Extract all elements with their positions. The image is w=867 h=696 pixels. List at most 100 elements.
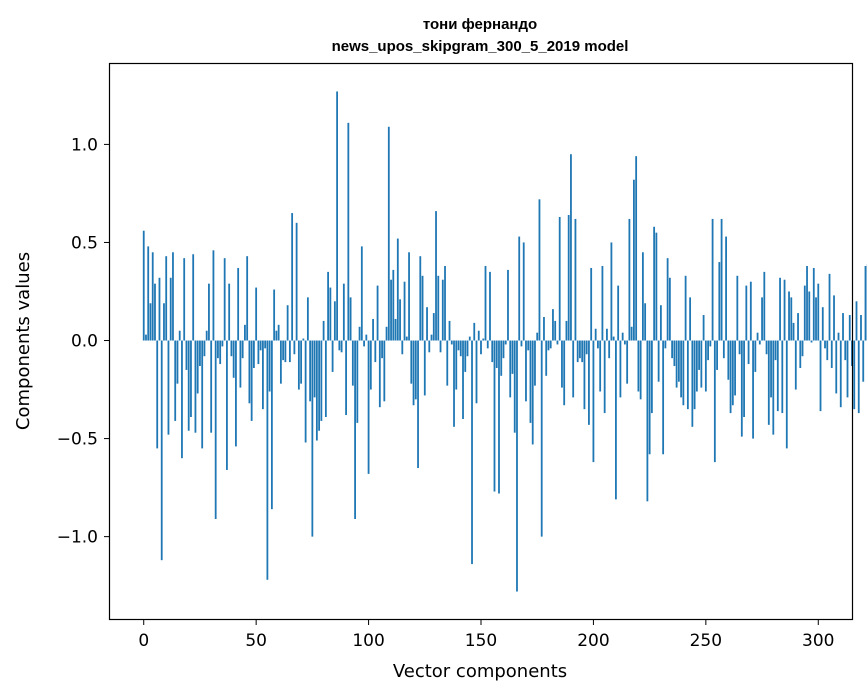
bar-29 bbox=[208, 283, 210, 341]
bar-199 bbox=[590, 267, 593, 341]
bar-222 bbox=[641, 252, 644, 341]
bar-211 bbox=[617, 285, 620, 341]
bar-139 bbox=[455, 340, 458, 390]
bar-35 bbox=[221, 340, 224, 347]
bar-321 bbox=[864, 266, 867, 341]
bar-288 bbox=[790, 297, 793, 341]
bar-230 bbox=[659, 305, 662, 341]
bar-129 bbox=[432, 313, 435, 341]
bar-212 bbox=[619, 340, 622, 398]
bar-252 bbox=[709, 340, 712, 347]
bar-7 bbox=[158, 277, 161, 341]
bar-249 bbox=[702, 315, 705, 341]
bar-250 bbox=[704, 340, 707, 392]
bar-40 bbox=[232, 340, 235, 378]
bar-269 bbox=[747, 340, 750, 365]
bar-167 bbox=[518, 236, 521, 341]
bar-236 bbox=[673, 340, 676, 367]
x-axis-ticks: 0 50 100 150 200 250 300 bbox=[138, 619, 834, 651]
bar-206 bbox=[606, 328, 608, 341]
plot-frame bbox=[108, 62, 854, 621]
bar-104 bbox=[376, 285, 379, 341]
bar-248 bbox=[700, 340, 703, 388]
chart-title-line1: тони фернандо bbox=[423, 16, 537, 33]
x-tick-label-300: 300 bbox=[802, 631, 834, 651]
bar-126 bbox=[426, 307, 428, 341]
bar-305 bbox=[828, 273, 831, 341]
bar-172 bbox=[529, 340, 532, 423]
bar-247 bbox=[698, 340, 700, 370]
bar-171 bbox=[527, 340, 530, 351]
bar-series bbox=[142, 91, 867, 592]
bar-183 bbox=[554, 320, 557, 341]
bar-165 bbox=[513, 340, 516, 433]
bar-16 bbox=[178, 330, 181, 341]
bar-297 bbox=[810, 340, 813, 343]
bar-4 bbox=[151, 252, 154, 341]
bar-173 bbox=[531, 340, 534, 445]
bar-107 bbox=[383, 340, 386, 402]
bar-112 bbox=[394, 318, 397, 341]
bar-200 bbox=[592, 340, 595, 463]
bar-148 bbox=[475, 340, 478, 404]
bar-261 bbox=[729, 340, 732, 414]
bar-138 bbox=[453, 340, 455, 427]
bar-309 bbox=[837, 332, 840, 341]
bar-176 bbox=[538, 199, 541, 341]
bar-213 bbox=[621, 332, 624, 341]
bar-160 bbox=[502, 340, 505, 359]
bar-282 bbox=[776, 340, 779, 412]
bar-90 bbox=[345, 340, 347, 416]
bar-280 bbox=[772, 340, 775, 435]
bar-162 bbox=[507, 269, 509, 341]
bar-47 bbox=[248, 340, 251, 404]
bar-125 bbox=[423, 340, 426, 396]
bar-263 bbox=[734, 340, 736, 396]
bar-93 bbox=[351, 340, 354, 386]
bar-239 bbox=[680, 340, 683, 398]
y-axis-label: Components values bbox=[13, 252, 34, 430]
bar-218 bbox=[633, 179, 635, 341]
bar-85 bbox=[333, 301, 336, 341]
bar-278 bbox=[767, 340, 770, 425]
bar-14 bbox=[174, 340, 177, 421]
bar-111 bbox=[392, 269, 395, 341]
bar-257 bbox=[720, 218, 723, 341]
bar-265 bbox=[738, 340, 741, 355]
bar-118 bbox=[408, 252, 410, 341]
bar-80 bbox=[322, 320, 325, 341]
bar-48 bbox=[250, 340, 253, 421]
bar-19 bbox=[185, 340, 188, 370]
bar-168 bbox=[520, 340, 523, 347]
bar-74 bbox=[309, 340, 312, 402]
bar-105 bbox=[378, 340, 381, 408]
bar-194 bbox=[579, 340, 581, 359]
bar-308 bbox=[835, 340, 838, 394]
bar-15 bbox=[176, 340, 179, 384]
bar-62 bbox=[282, 340, 285, 361]
bar-128 bbox=[430, 334, 433, 341]
bar-298 bbox=[812, 267, 815, 341]
bar-219 bbox=[635, 156, 638, 341]
bar-145 bbox=[468, 336, 471, 341]
bar-113 bbox=[396, 238, 399, 341]
bar-291 bbox=[797, 313, 799, 341]
bar-191 bbox=[572, 340, 575, 398]
bar-178 bbox=[543, 316, 545, 341]
bar-1 bbox=[145, 334, 147, 341]
bar-260 bbox=[727, 340, 730, 380]
bar-253 bbox=[711, 218, 714, 341]
bar-276 bbox=[763, 271, 766, 341]
bar-134 bbox=[444, 266, 446, 341]
bar-136 bbox=[448, 320, 451, 341]
bar-267 bbox=[743, 340, 745, 417]
bar-266 bbox=[740, 340, 743, 437]
bar-64 bbox=[286, 305, 289, 341]
bar-92 bbox=[349, 297, 352, 341]
bar-204 bbox=[601, 266, 604, 341]
bar-143 bbox=[464, 340, 467, 372]
bar-31 bbox=[212, 250, 215, 341]
bar-170 bbox=[525, 340, 527, 402]
bar-202 bbox=[597, 340, 599, 349]
